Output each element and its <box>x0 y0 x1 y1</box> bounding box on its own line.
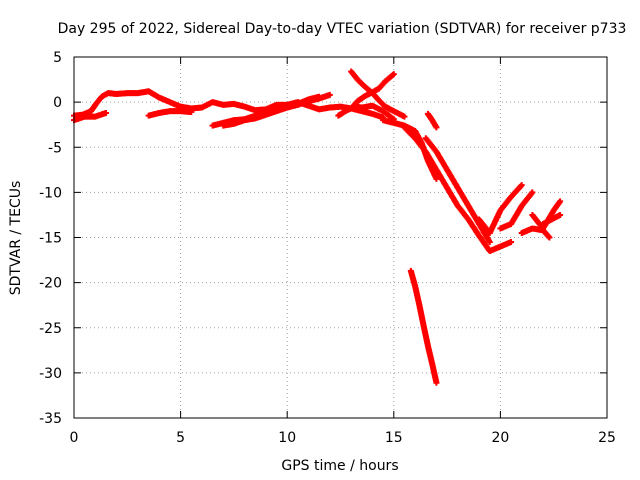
y-tick-label: -35 <box>39 411 62 427</box>
data-point-marker <box>390 71 397 78</box>
series-decline-b <box>401 124 515 255</box>
series-main-track <box>71 88 387 121</box>
data-point-marker <box>188 109 195 116</box>
series-spike-17 <box>424 110 440 131</box>
series-arc-13b <box>348 68 408 120</box>
series-rebound-e <box>540 211 564 227</box>
data-point-marker <box>546 234 553 241</box>
x-tick-label: 15 <box>385 430 403 446</box>
data-point-marker <box>326 91 333 98</box>
data-point-marker <box>433 379 440 386</box>
chart-title: Day 295 of 2022, Sidereal Day-to-day VTE… <box>58 21 627 37</box>
y-tick-label: -30 <box>39 366 62 382</box>
y-tick-label: 0 <box>53 95 62 111</box>
y-tick-label: -25 <box>39 321 62 337</box>
x-tick-label: 0 <box>70 430 79 446</box>
data-point-marker <box>102 109 109 116</box>
data-point-marker <box>557 211 564 218</box>
series-sub-track-a <box>145 108 195 119</box>
data-point-marker <box>486 239 493 246</box>
series-rebound-b <box>497 189 536 232</box>
x-axis-label: GPS time / hours <box>281 458 398 474</box>
series-rebound-a <box>476 182 525 236</box>
data-markers <box>71 68 564 386</box>
series-lower-track <box>71 109 109 124</box>
y-axis-label: SDTVAR / TECUs <box>8 181 24 296</box>
data-point-marker <box>557 198 564 205</box>
x-tick-label: 20 <box>491 430 509 446</box>
axis-ticks: 0 5 10 15 20 25 5 0 -5 -10 -15 -20 -25 -30 -35 <box>39 50 616 446</box>
y-tick-label: 5 <box>53 50 62 66</box>
series-decline-c <box>422 135 493 246</box>
x-tick-label: 25 <box>598 430 616 446</box>
x-tick-label: 5 <box>176 430 185 446</box>
series-arc-13c <box>352 102 397 123</box>
series-sub-track-c <box>220 91 333 129</box>
y-tick-label: -10 <box>39 185 62 201</box>
data-point-marker <box>529 189 536 196</box>
y-tick-label: -15 <box>39 231 62 247</box>
data-point-marker <box>433 124 440 131</box>
data-point-marker <box>401 113 408 120</box>
y-tick-label: -20 <box>39 276 62 292</box>
data-point-marker <box>518 182 525 189</box>
series-dip-16 <box>407 267 440 386</box>
y-tick-label: -5 <box>48 140 62 156</box>
data-point-marker <box>433 175 440 182</box>
x-tick-label: 10 <box>278 430 296 446</box>
data-point-marker <box>508 239 515 246</box>
